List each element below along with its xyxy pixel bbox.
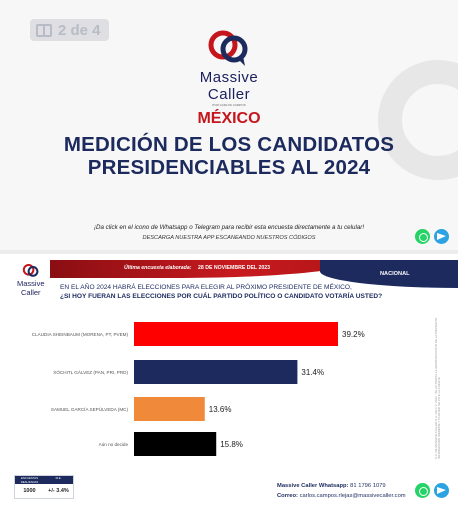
category-label: CLAUDIA SHEINBAUM (MORENA, PT, PVEM) <box>32 332 129 337</box>
brand-name-line1: Massive <box>199 69 259 86</box>
survey-stats-box: ENCUESTAS REALIZADAS M.E. 1000 +/- 3.4% <box>14 475 74 499</box>
bar-chart: CLAUDIA SHEINBAUM (MORENA, PT, PVEM) 39.2… <box>32 322 365 456</box>
small-brand-name-1: Massive <box>17 279 45 288</box>
bar <box>134 322 338 346</box>
cover-page: Massive Caller POR CARLOS CAMPOS MÉXICO … <box>0 0 458 250</box>
question-text: ¿SI HOY FUERAN LAS ELECCIONES POR CUÁL P… <box>60 293 383 300</box>
bar <box>134 360 298 384</box>
survey-date: 28 DE NOVIEMBRE DEL 2023 <box>198 265 270 271</box>
small-brand-logo-icon <box>22 264 39 277</box>
brand-logo-icon <box>208 30 248 66</box>
banner-red-band <box>50 260 360 278</box>
bar-value-label: 13.6% <box>209 405 232 414</box>
category-label: SAMUEL GARCÍA SEPÚLVEDA (MC) <box>51 406 129 412</box>
region-label: NACIONAL <box>380 271 410 277</box>
title-line-2: PRESIDENCIABLES AL 2024 <box>87 156 371 179</box>
brand-name-line2: Caller <box>207 86 251 103</box>
survey-date-label: Última encuesta elaborada: <box>124 265 192 271</box>
stats-margin-value: +/- 3.4% <box>48 488 69 494</box>
page-title: MEDICIÓN DE LOS CANDIDATOS PRESIDENCIABL… <box>0 133 458 179</box>
results-page: Última encuesta elaborada: 28 DE NOVIEMB… <box>0 254 458 512</box>
bar <box>134 397 205 421</box>
category-label: Aún no decide <box>99 442 129 447</box>
brand-logo: Massive Caller POR CARLOS CAMPOS <box>0 28 458 107</box>
page-indicator[interactable]: 2 de 4 <box>30 19 109 41</box>
bar-value-label: 31.4% <box>301 368 324 377</box>
contact-email: Correo: carlos.campos.rlejas@massivecall… <box>277 493 406 499</box>
whatsapp-icon[interactable] <box>415 229 430 244</box>
question-intro: EN EL AÑO 2024 HABRÁ ELECCIONES PARA ELE… <box>60 284 352 291</box>
country-label: MÉXICO <box>197 110 261 127</box>
small-brand-logo: Massive Caller <box>17 263 45 297</box>
stats-header-surveys: ENCUESTAS REALIZADAS <box>20 476 39 484</box>
whatsapp-icon[interactable] <box>415 483 430 498</box>
contact-email-address[interactable]: carlos.campos.rlejas@massivecaller.com <box>299 493 406 499</box>
stats-header-margin: M.E. <box>55 476 62 480</box>
bar <box>134 432 217 456</box>
contact-whatsapp: Massive Caller Whatsapp: 81 1796 1079 <box>277 483 386 489</box>
contact-whatsapp-number: 81 1796 1079 <box>350 483 386 489</box>
cta-text: ¡Da click en el icono de Whatsapp o Tele… <box>93 224 365 231</box>
stats-surveys-value: 1000 <box>23 488 36 494</box>
book-icon <box>36 23 52 37</box>
page-indicator-text: 2 de 4 <box>58 21 101 39</box>
small-brand-name-2: Caller <box>20 288 41 297</box>
telegram-icon[interactable] <box>434 483 449 498</box>
contact-email-label: Correo: <box>277 493 298 499</box>
telegram-icon[interactable] <box>434 229 449 244</box>
category-label: XÓCHITL GÁLVEZ (PAN, PRI, PRD) <box>53 369 128 375</box>
bar-value-label: 15.8% <box>220 440 243 449</box>
contact-whatsapp-label: Massive Caller Whatsapp: <box>277 483 349 489</box>
bar-value-label: 39.2% <box>342 330 365 339</box>
cta-subtext: DESCARGA NUESTRA APP ESCANEANDO NUESTROS… <box>142 235 316 241</box>
header-banner: Última encuesta elaborada: 28 DE NOVIEMB… <box>50 260 458 288</box>
brand-subtitle: POR CARLOS CAMPOS <box>212 103 246 107</box>
title-line-1: MEDICIÓN DE LOS CANDIDATOS <box>63 133 395 156</box>
